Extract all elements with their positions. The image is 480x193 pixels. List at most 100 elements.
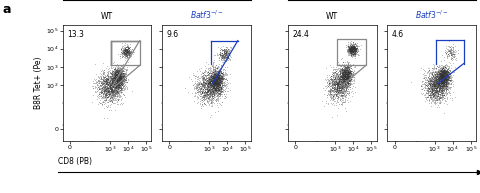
Point <box>113 86 121 89</box>
Point <box>212 79 219 82</box>
Point <box>433 67 441 70</box>
Point <box>446 57 454 60</box>
Point <box>215 78 222 81</box>
Point <box>426 83 433 86</box>
Point <box>210 77 217 80</box>
Point <box>100 96 108 99</box>
Point <box>219 71 227 74</box>
Point <box>436 89 444 92</box>
Point <box>347 47 354 50</box>
Point <box>338 70 346 74</box>
Point <box>347 49 355 52</box>
Point <box>107 89 114 92</box>
Point <box>203 84 211 87</box>
Point <box>110 78 118 81</box>
Point <box>99 79 107 82</box>
Point <box>346 51 354 54</box>
Point <box>106 87 114 90</box>
Point <box>329 77 336 80</box>
Point <box>203 87 211 90</box>
Point <box>428 70 436 73</box>
Point <box>216 71 224 74</box>
Point <box>219 81 227 84</box>
Point <box>438 79 445 82</box>
Point <box>444 45 452 48</box>
Point <box>436 70 444 74</box>
Point <box>336 88 344 91</box>
Point <box>438 53 445 56</box>
Point <box>434 82 442 85</box>
Point <box>113 79 120 82</box>
Point <box>345 84 353 87</box>
Point <box>104 75 111 78</box>
Point <box>433 77 441 80</box>
Point <box>342 78 349 81</box>
Point <box>102 80 110 83</box>
Point <box>428 86 435 90</box>
Point <box>105 88 112 91</box>
Point <box>432 70 439 73</box>
Point <box>211 72 219 75</box>
Point <box>436 69 444 72</box>
Point <box>122 47 130 50</box>
Point <box>211 83 219 86</box>
Point <box>209 89 217 92</box>
Point <box>336 80 344 84</box>
Point <box>442 69 450 72</box>
Point <box>340 71 348 74</box>
Point <box>342 79 350 82</box>
Point <box>217 73 225 76</box>
Point <box>204 98 211 101</box>
Point <box>436 73 444 76</box>
Point <box>347 48 355 51</box>
Point <box>340 66 348 69</box>
Point <box>450 45 458 48</box>
Point <box>331 75 339 78</box>
Point <box>343 73 350 76</box>
Point <box>220 72 228 75</box>
Point <box>218 83 226 86</box>
Point <box>333 89 340 92</box>
Point <box>341 80 349 83</box>
Point <box>349 50 357 53</box>
Point <box>217 78 225 81</box>
Point <box>439 71 447 74</box>
Point <box>428 92 436 95</box>
Point <box>208 83 216 86</box>
Point <box>210 81 218 84</box>
Point <box>206 69 214 72</box>
Point <box>117 77 124 80</box>
Point <box>202 94 209 97</box>
Point <box>100 91 108 94</box>
Point <box>441 91 449 94</box>
Point <box>110 82 118 85</box>
Point <box>196 83 204 86</box>
Point <box>199 96 207 99</box>
Point <box>211 83 218 86</box>
Point <box>349 51 357 54</box>
Point <box>344 45 351 48</box>
Point <box>432 86 440 90</box>
Point <box>214 84 222 87</box>
Point <box>438 74 445 77</box>
Point <box>332 71 339 74</box>
Point <box>209 85 217 88</box>
Point <box>192 85 200 89</box>
Point <box>430 94 437 97</box>
Point <box>118 71 126 74</box>
Point <box>345 76 352 79</box>
Point <box>123 45 131 48</box>
Point <box>442 68 449 71</box>
Point <box>115 83 122 86</box>
Point <box>116 76 124 79</box>
Point <box>426 87 434 91</box>
Point <box>347 41 355 44</box>
Point <box>204 104 212 107</box>
Point <box>429 78 436 81</box>
Point <box>121 51 129 54</box>
Point <box>432 96 440 99</box>
Point <box>320 93 327 96</box>
Point <box>439 79 447 82</box>
Point <box>205 81 213 85</box>
Point <box>211 77 218 80</box>
